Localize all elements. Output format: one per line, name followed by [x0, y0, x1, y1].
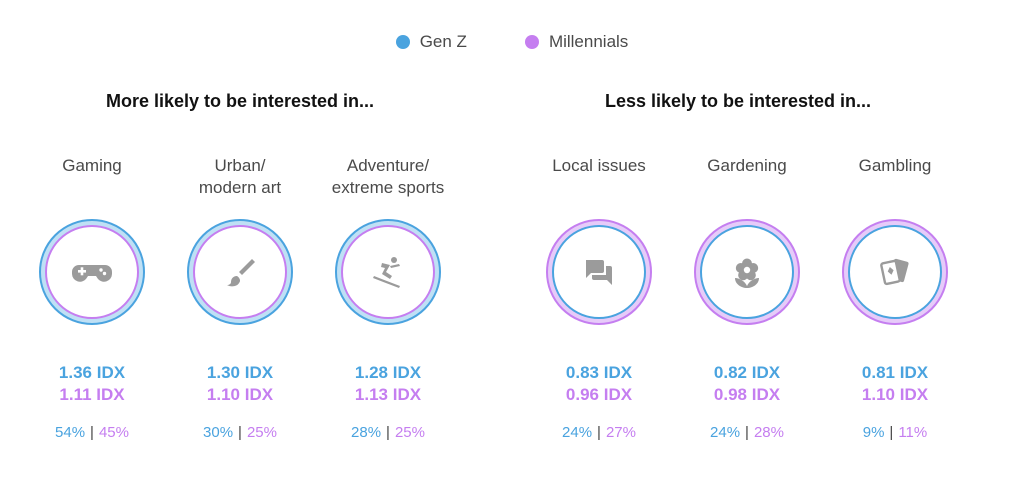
genz-idx-label: 1.30 IDX — [206, 363, 274, 382]
genz-pct-label: 24% — [562, 424, 593, 441]
genz-pct-label: 24% — [710, 424, 741, 441]
genz-pct-label: 28% — [351, 424, 382, 441]
millennials-dot-icon — [524, 35, 539, 49]
less-likely-title: Less likely to be interested in... — [604, 91, 872, 111]
ring-chart — [39, 219, 145, 325]
genz-idx-label: 0.83 IDX — [565, 363, 633, 382]
genz-idx-label: 1.28 IDX — [354, 363, 422, 382]
percentage-row: 24% | 27% — [524, 424, 674, 441]
ring-chart — [187, 219, 293, 325]
genz-pct-label: 30% — [203, 424, 234, 441]
percentage-row: 28% | 25% — [313, 424, 463, 441]
genz-idx-label: 0.82 IDX — [713, 363, 781, 382]
millennials-pct-label: 25% — [394, 424, 425, 441]
legend: Gen Z Millennials — [0, 30, 1024, 54]
chart-item-cards: Gambling 0.81 IDX 1.10 IDX 9% | 11% — [820, 150, 970, 480]
category-label: Gardening — [707, 156, 787, 175]
millennials-pct-label: 28% — [753, 424, 784, 441]
millennials-pct-label: 45% — [98, 424, 129, 441]
millennials-idx-label: 1.11 IDX — [59, 385, 125, 404]
separator: | — [386, 424, 390, 441]
legend-label-genz: Gen Z — [419, 32, 467, 51]
legend-item-millennials: Millennials — [524, 32, 629, 52]
separator: | — [597, 424, 601, 441]
legend-item-genz: Gen Z — [395, 32, 467, 52]
skier-icon — [373, 257, 400, 288]
ring-chart — [546, 219, 652, 325]
chart-item-chat-bubbles: Local issues 0.83 IDX 0.96 IDX 24% | 27% — [524, 150, 674, 480]
chart-item-gamepad: Gaming 1.36 IDX 1.11 IDX 54% | 45% — [17, 150, 167, 480]
millennials-ring — [341, 225, 435, 319]
more-likely-title: More likely to be interested in... — [105, 91, 375, 111]
gamepad-icon — [72, 265, 112, 282]
percentage-row: 9% | 11% — [820, 424, 970, 441]
millennials-idx-label: 1.13 IDX — [354, 385, 422, 404]
chart-item-flower: Gardening 0.82 IDX 0.98 IDX 24% | 28% — [672, 150, 822, 480]
chat-bubbles-icon — [586, 260, 612, 285]
separator: | — [745, 424, 749, 441]
separator: | — [889, 424, 894, 441]
genz-idx-label: 0.81 IDX — [861, 363, 929, 382]
genz-dot-icon — [395, 35, 410, 49]
ring-chart — [335, 219, 441, 325]
flower-icon — [735, 258, 759, 288]
chart-item-paintbrush: Urban/ modern art 1.30 IDX 1.10 IDX 30% | 25% — [165, 150, 315, 480]
genz-pct-label: 9% — [862, 424, 885, 441]
chart-item-skier: Adventure/ extreme sports 1.28 IDX 1.13 ID… — [313, 150, 463, 480]
millennials-idx-label: 0.98 IDX — [713, 385, 781, 404]
millennials-pct-label: 27% — [605, 424, 636, 441]
millennials-idx-label: 1.10 IDX — [206, 385, 274, 404]
percentage-row: 54% | 45% — [17, 424, 167, 441]
millennials-idx-label: 1.10 IDX — [861, 385, 929, 404]
millennials-pct-label: 25% — [246, 424, 277, 441]
millennials-idx-label: 0.96 IDX — [565, 385, 633, 404]
percentage-row: 24% | 28% — [672, 424, 822, 441]
category-label: Adventure/ extreme sports — [331, 156, 445, 197]
genz-pct-label: 54% — [55, 424, 86, 441]
separator: | — [238, 424, 242, 441]
separator: | — [90, 424, 94, 441]
paintbrush-icon — [227, 259, 255, 287]
genz-idx-label: 1.36 IDX — [58, 363, 126, 382]
millennials-pct-label: 11% — [898, 424, 928, 441]
cards-icon — [880, 258, 909, 286]
category-label: Local issues — [552, 156, 646, 175]
percentage-row: 30% | 25% — [165, 424, 315, 441]
category-label: Urban/ modern art — [198, 156, 282, 197]
category-label: Gambling — [858, 156, 932, 175]
ring-chart — [842, 219, 948, 325]
category-label: Gaming — [62, 156, 122, 175]
ring-chart — [694, 219, 800, 325]
legend-label-millennials: Millennials — [548, 32, 629, 51]
